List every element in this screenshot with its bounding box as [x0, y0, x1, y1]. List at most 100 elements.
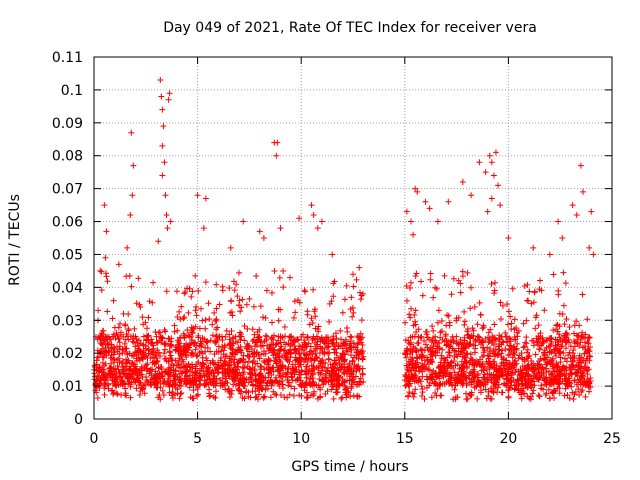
- data-point: [125, 311, 132, 318]
- data-point: [105, 369, 112, 376]
- data-point: [130, 162, 137, 169]
- data-point: [181, 290, 188, 297]
- data-point: [231, 356, 238, 363]
- data-point: [507, 382, 514, 389]
- data-point: [206, 386, 213, 393]
- data-point: [283, 371, 290, 378]
- data-point: [531, 289, 538, 296]
- data-point: [162, 192, 169, 199]
- data-point: [103, 373, 110, 380]
- data-point: [559, 311, 566, 318]
- data-point: [549, 355, 556, 362]
- data-point: [461, 318, 468, 325]
- data-point: [525, 373, 532, 380]
- data-point: [474, 395, 481, 402]
- data-point: [586, 357, 593, 364]
- data-point: [318, 218, 325, 225]
- data-point: [167, 218, 174, 225]
- data-point: [302, 356, 309, 363]
- data-point: [485, 339, 492, 346]
- data-point: [231, 287, 238, 294]
- data-point: [486, 335, 493, 342]
- data-point: [162, 381, 169, 388]
- data-point: [477, 387, 484, 394]
- data-point: [310, 363, 317, 370]
- data-point: [255, 334, 262, 341]
- data-point: [407, 279, 414, 286]
- data-point: [343, 392, 350, 399]
- data-point: [137, 303, 144, 310]
- data-point: [161, 346, 168, 353]
- data-point: [138, 363, 145, 370]
- data-point: [103, 228, 110, 235]
- data-point: [468, 355, 475, 362]
- data-point: [286, 379, 293, 386]
- data-point: [152, 379, 159, 386]
- data-point: [251, 331, 258, 338]
- data-point: [171, 322, 178, 329]
- data-point: [405, 362, 412, 369]
- data-point: [579, 188, 586, 195]
- data-point: [108, 341, 115, 348]
- data-point: [214, 337, 221, 344]
- y-tick-label: 0.08: [52, 149, 83, 165]
- data-point: [207, 348, 214, 355]
- data-point: [507, 313, 514, 320]
- data-point: [410, 364, 417, 371]
- data-point: [167, 341, 174, 348]
- data-point: [471, 362, 478, 369]
- data-point: [308, 315, 315, 322]
- data-point: [538, 369, 545, 376]
- data-point: [519, 367, 526, 374]
- data-point: [310, 333, 317, 340]
- data-point: [428, 339, 435, 346]
- data-point: [484, 208, 491, 215]
- data-point: [107, 364, 114, 371]
- data-point: [585, 348, 592, 355]
- data-point: [447, 343, 454, 350]
- data-point: [567, 370, 574, 377]
- data-point: [279, 363, 286, 370]
- data-point: [169, 390, 176, 397]
- data-point: [480, 382, 487, 389]
- data-point: [432, 370, 439, 377]
- data-point: [452, 382, 459, 389]
- data-point: [158, 93, 165, 100]
- data-point: [157, 77, 164, 84]
- data-point: [193, 392, 200, 399]
- data-point: [276, 274, 283, 281]
- data-point: [119, 346, 126, 353]
- data-point: [185, 309, 192, 316]
- data-point: [451, 375, 458, 382]
- data-point: [165, 335, 172, 342]
- data-point: [427, 270, 434, 277]
- data-point: [243, 388, 250, 395]
- data-point: [98, 369, 105, 376]
- data-point: [129, 192, 136, 199]
- data-point: [211, 309, 218, 316]
- data-point: [160, 123, 167, 130]
- data-point: [269, 319, 276, 326]
- data-point: [168, 342, 175, 349]
- data-point: [485, 329, 492, 336]
- data-point: [350, 378, 357, 385]
- data-point: [568, 371, 575, 378]
- data-point: [562, 385, 569, 392]
- data-point: [218, 362, 225, 369]
- data-point: [240, 352, 247, 359]
- data-point: [239, 296, 246, 303]
- data-point: [159, 334, 166, 341]
- data-point: [212, 317, 219, 324]
- data-point: [256, 228, 263, 235]
- data-point: [553, 373, 560, 380]
- data-point: [347, 393, 354, 400]
- data-point: [500, 339, 507, 346]
- data-point: [457, 289, 464, 296]
- data-point: [508, 363, 515, 370]
- data-point: [296, 299, 303, 306]
- data-point: [357, 330, 364, 337]
- data-point: [570, 357, 577, 364]
- data-point: [438, 318, 445, 325]
- data-point: [139, 314, 146, 321]
- data-point: [169, 395, 176, 402]
